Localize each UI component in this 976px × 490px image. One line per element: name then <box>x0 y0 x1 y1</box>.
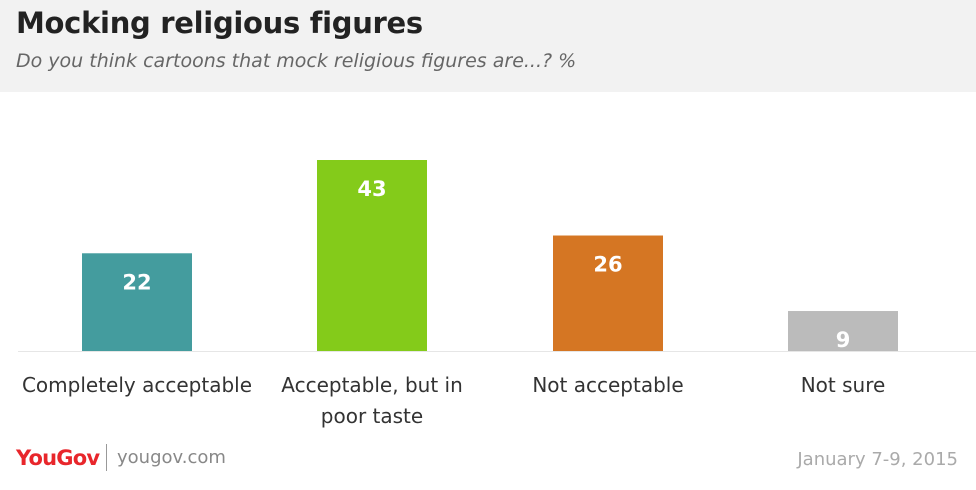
bar-chart: 22 Completely acceptable 43 Acceptable, but… <box>18 160 976 428</box>
bar-value-label: 26 <box>593 253 622 277</box>
bar-value-label: 43 <box>357 177 386 201</box>
category-label: Acceptable, but in poor taste <box>281 373 463 428</box>
category-label: Completely acceptable <box>22 373 252 397</box>
category-label: Not acceptable <box>532 373 683 397</box>
chart-header: Mocking religious figures Do you think c… <box>0 0 976 92</box>
chart-subtitle: Do you think cartoons that mock religiou… <box>16 50 577 72</box>
chart-title: Mocking religious figures <box>16 6 423 40</box>
footer-separator <box>106 444 107 471</box>
bar-1 <box>82 253 192 351</box>
bar-4 <box>788 311 898 351</box>
bar-3 <box>553 235 663 351</box>
survey-date: January 7-9, 2015 <box>797 449 958 470</box>
category-label: Not sure <box>801 373 886 397</box>
footer-site: yougov.com <box>117 447 226 468</box>
bar-value-label: 9 <box>836 328 851 352</box>
bar-2 <box>317 160 427 351</box>
bar-value-label: 22 <box>122 270 151 294</box>
yougov-logo: YouGov <box>16 446 100 470</box>
